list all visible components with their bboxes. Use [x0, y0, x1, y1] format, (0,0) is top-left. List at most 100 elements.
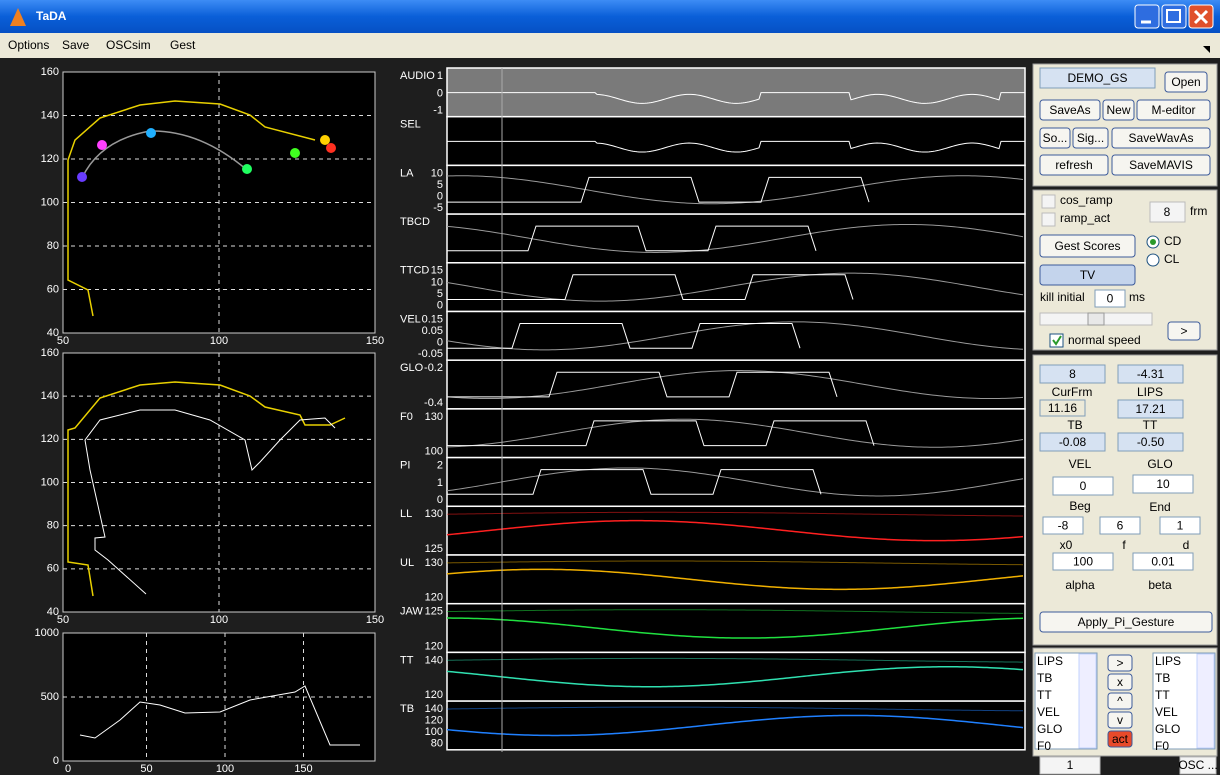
so-button-label[interactable]: So...: [1043, 131, 1068, 145]
list-item[interactable]: F0: [1155, 739, 1169, 753]
play-button-label[interactable]: >: [1180, 324, 1187, 338]
label: 80: [47, 520, 59, 532]
sig-button[interactable]: [1072, 127, 1109, 149]
save-mavis-button[interactable]: [1111, 154, 1211, 176]
track-label: JAW: [400, 606, 423, 618]
label: 120: [425, 640, 443, 652]
label: 120: [425, 715, 443, 727]
label: frm: [1190, 204, 1207, 218]
sig-button-label[interactable]: Sig...: [1077, 131, 1104, 145]
label: 60: [47, 563, 59, 575]
list-item[interactable]: LIPS: [1037, 654, 1063, 668]
input-box: [1099, 516, 1141, 535]
scrollbar[interactable]: [1078, 653, 1097, 749]
new-button[interactable]: [1102, 99, 1135, 121]
list-button-label[interactable]: >: [1116, 656, 1123, 670]
list-button[interactable]: [1107, 692, 1133, 710]
trajectory-secondary: [446, 560, 1024, 566]
label: 10: [431, 276, 443, 288]
tv-button-label[interactable]: TV: [1080, 268, 1095, 282]
trajectory-secondary: [446, 511, 1024, 517]
list-item[interactable]: F0: [1037, 739, 1051, 753]
save-as-button-label[interactable]: SaveAs: [1049, 103, 1090, 117]
save-mavis-button-label[interactable]: SaveMAVIS: [1129, 158, 1193, 172]
list-button[interactable]: [1107, 654, 1133, 672]
label: 50: [57, 614, 69, 626]
slider-thumb[interactable]: [1087, 312, 1105, 326]
articulator-point: [326, 143, 336, 153]
refresh-button-label[interactable]: refresh: [1055, 158, 1092, 172]
save-wav-as-button-label[interactable]: SaveWavAs: [1129, 131, 1194, 145]
refresh-button[interactable]: [1039, 154, 1109, 176]
list-button[interactable]: [1107, 711, 1133, 729]
checkbox[interactable]: [1041, 194, 1056, 209]
label: 2: [437, 460, 443, 472]
list-item[interactable]: VEL: [1155, 705, 1178, 719]
open-button[interactable]: [1164, 71, 1208, 93]
articulator-point: [146, 128, 156, 138]
tv-button[interactable]: [1039, 264, 1136, 286]
list-button-label[interactable]: x: [1117, 675, 1123, 689]
track-label: UL: [400, 557, 414, 569]
label: 100: [425, 446, 443, 458]
new-button-label[interactable]: New: [1106, 103, 1130, 117]
file-name: [1039, 67, 1156, 89]
list-item[interactable]: VEL: [1037, 705, 1060, 719]
osc-button-label[interactable]: OSC ...: [1178, 758, 1217, 772]
menu-item[interactable]: OSCsim: [106, 38, 151, 52]
scrollbar[interactable]: [1196, 653, 1215, 749]
apply-button-label[interactable]: Apply_Pi_Gesture: [1078, 615, 1175, 629]
list-item[interactable]: GLO: [1037, 722, 1062, 736]
label: -0.4: [424, 397, 443, 409]
menu-item[interactable]: Gest: [170, 38, 196, 52]
maximize-button[interactable]: [1161, 4, 1187, 29]
list-button-label[interactable]: act: [1112, 732, 1129, 746]
trajectory: [446, 617, 1024, 639]
so-button[interactable]: [1039, 127, 1071, 149]
gest-scores-button-label[interactable]: Gest Scores: [1054, 239, 1120, 253]
label: 140: [41, 390, 59, 402]
menu-item[interactable]: Options: [8, 38, 49, 52]
m-editor-button[interactable]: [1136, 99, 1211, 121]
save-as-button[interactable]: [1039, 99, 1101, 121]
label: 0: [437, 87, 443, 99]
trajectory-secondary: [446, 706, 1024, 712]
m-editor-button-label[interactable]: M-editor: [1151, 103, 1195, 117]
label: 0: [437, 299, 443, 311]
list-item[interactable]: GLO: [1155, 722, 1180, 736]
play-button[interactable]: [1167, 321, 1201, 341]
list-button[interactable]: [1107, 673, 1133, 691]
label: 80: [431, 738, 443, 750]
input-box: [1132, 474, 1194, 494]
checkbox[interactable]: [1041, 212, 1056, 227]
list-item[interactable]: TT: [1155, 688, 1170, 702]
label: 50: [57, 335, 69, 347]
vocal-tract: [84, 409, 336, 595]
list-item[interactable]: TB: [1037, 671, 1052, 685]
label: -0.2: [424, 362, 443, 374]
label: CD: [1164, 234, 1182, 248]
list-button[interactable]: [1107, 730, 1133, 748]
label: beta: [1148, 578, 1172, 592]
list-item[interactable]: TB: [1155, 671, 1170, 685]
label: 100: [41, 196, 59, 208]
menu-item[interactable]: Save: [62, 38, 90, 52]
radio-button[interactable]: [1146, 253, 1160, 267]
label: d: [1183, 538, 1190, 552]
list-item[interactable]: LIPS: [1155, 654, 1181, 668]
apply-button[interactable]: [1039, 611, 1213, 633]
minimize-button[interactable]: [1134, 4, 1160, 29]
gest-scores-button[interactable]: [1039, 234, 1136, 258]
track-label: F0: [400, 411, 413, 423]
track: [446, 164, 1026, 215]
list-button-label[interactable]: v: [1117, 713, 1123, 727]
osc-button[interactable]: [1179, 756, 1217, 775]
gesture-activation: [447, 469, 822, 495]
save-wav-as-button[interactable]: [1111, 127, 1211, 149]
track-label: LA: [400, 167, 414, 179]
open-button-label[interactable]: Open: [1171, 75, 1200, 89]
list-item[interactable]: TT: [1037, 688, 1052, 702]
list-button-label[interactable]: ^: [1117, 694, 1123, 708]
track: [446, 213, 1026, 264]
label: ms: [1129, 290, 1145, 304]
